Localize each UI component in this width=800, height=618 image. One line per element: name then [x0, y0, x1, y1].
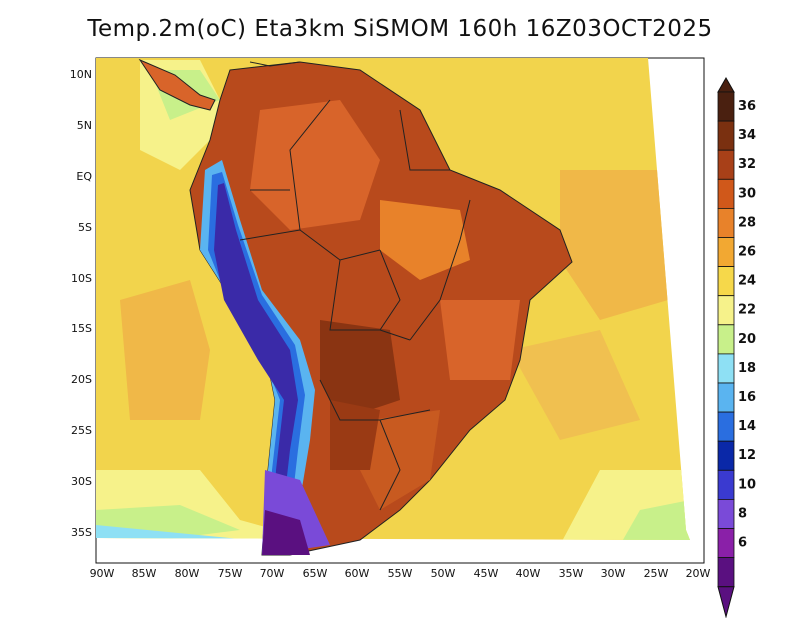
land-warm-region	[440, 300, 520, 380]
colorbar-swatch	[717, 382, 735, 413]
lat-tick-label: 5N	[77, 119, 92, 132]
colorbar-label: 26	[738, 245, 756, 260]
colorbar-swatch	[717, 440, 735, 471]
map-title: Temp.2m(oC) Eta3km SiSMOM 160h 16Z03OCT2…	[87, 16, 713, 42]
colorbar: 36 34 32 30 28 26 24 22 20 18 16 14 12 10 8 6	[717, 76, 756, 618]
andes-ridge-coldest	[214, 183, 298, 555]
colorbar-label: 12	[738, 448, 756, 463]
ocean-warm-patch	[560, 170, 668, 320]
colorbar-swatch	[717, 528, 735, 559]
colorbar-swatch	[717, 411, 735, 442]
caribbean-coast	[249, 61, 301, 67]
colorbar-label: 34	[738, 128, 756, 143]
lon-tick-label: 55W	[388, 567, 413, 580]
land-hot-core	[330, 400, 380, 470]
colorbar-swatch	[717, 498, 735, 529]
colorbar-swatch	[717, 149, 735, 180]
colorbar-swatch	[717, 266, 735, 297]
central-america	[138, 58, 216, 111]
lat-tick-label: 10N	[70, 68, 92, 81]
colorbar-label: 6	[738, 536, 747, 551]
lat-tick-label: 10S	[71, 272, 92, 285]
lon-tick-label: 85W	[132, 567, 157, 580]
colorbar-label: 10	[738, 477, 756, 492]
lat-tick-label: 25S	[71, 424, 92, 437]
colorbar-swatch	[717, 469, 735, 500]
lon-tick-label: 80W	[175, 567, 200, 580]
colorbar-label: 8	[738, 506, 747, 521]
lon-tick-label: 45W	[474, 567, 499, 580]
colorbar-swatch	[717, 353, 735, 384]
patagonia-coldest	[262, 510, 310, 555]
colorbar-label: 24	[738, 274, 756, 289]
land-warm-region	[360, 410, 440, 510]
lat-tick-label: 15S	[71, 322, 92, 335]
colorbar-label: 14	[738, 419, 756, 434]
colorbar-bottom-arrow	[717, 586, 735, 618]
ocean-cold-band	[620, 500, 690, 540]
colorbar-label: 30	[738, 186, 756, 201]
lon-axis: 90W 85W 80W 75W 70W 65W 60W 55W 50W 45W …	[90, 567, 711, 580]
colorbar-label: 32	[738, 157, 756, 172]
colorbar-swatch	[717, 207, 735, 238]
lon-tick-label: 25W	[644, 567, 669, 580]
lat-axis: 10N 5N EQ 5S 10S 15S 20S 25S 30S 35S	[70, 68, 93, 539]
lat-tick-label: EQ	[76, 170, 92, 183]
lon-tick-label: 20W	[686, 567, 711, 580]
country-borders	[239, 99, 471, 511]
lat-tick-label: 30S	[71, 475, 92, 488]
lat-tick-label: 20S	[71, 373, 92, 386]
lon-tick-label: 35W	[559, 567, 584, 580]
colorbar-swatch	[717, 237, 735, 268]
lon-tick-label: 75W	[218, 567, 243, 580]
colorbar-label: 22	[738, 303, 756, 318]
colorbar-swatch	[717, 557, 735, 588]
colorbar-label: 28	[738, 215, 756, 230]
colorbar-label: 18	[738, 361, 756, 376]
colorbar-swatch	[717, 324, 735, 355]
land-warm-region	[250, 100, 380, 230]
colorbar-top-arrow	[717, 76, 735, 93]
lon-tick-label: 50W	[431, 567, 456, 580]
colorbar-swatch	[717, 91, 735, 122]
ocean-coldest-band	[96, 525, 250, 540]
south-america	[138, 58, 573, 556]
colorbar-swatch	[717, 120, 735, 151]
lon-tick-label: 60W	[345, 567, 370, 580]
lon-tick-label: 30W	[601, 567, 626, 580]
ocean-warm-patch	[510, 330, 640, 440]
lon-tick-label: 70W	[260, 567, 285, 580]
lon-tick-label: 65W	[303, 567, 328, 580]
colorbar-label: 20	[738, 332, 756, 347]
lon-tick-label: 90W	[90, 567, 115, 580]
colorbar-swatch	[717, 178, 735, 209]
lon-tick-label: 40W	[516, 567, 541, 580]
land-warm-region	[380, 200, 470, 280]
land-hot-core	[320, 320, 400, 420]
colorbar-label: 16	[738, 390, 756, 405]
colorbar-label: 36	[738, 99, 756, 114]
ocean-warm-patch	[120, 280, 210, 420]
lat-tick-label: 5S	[78, 221, 92, 234]
lat-tick-label: 35S	[71, 526, 92, 539]
colorbar-swatch	[717, 295, 735, 326]
